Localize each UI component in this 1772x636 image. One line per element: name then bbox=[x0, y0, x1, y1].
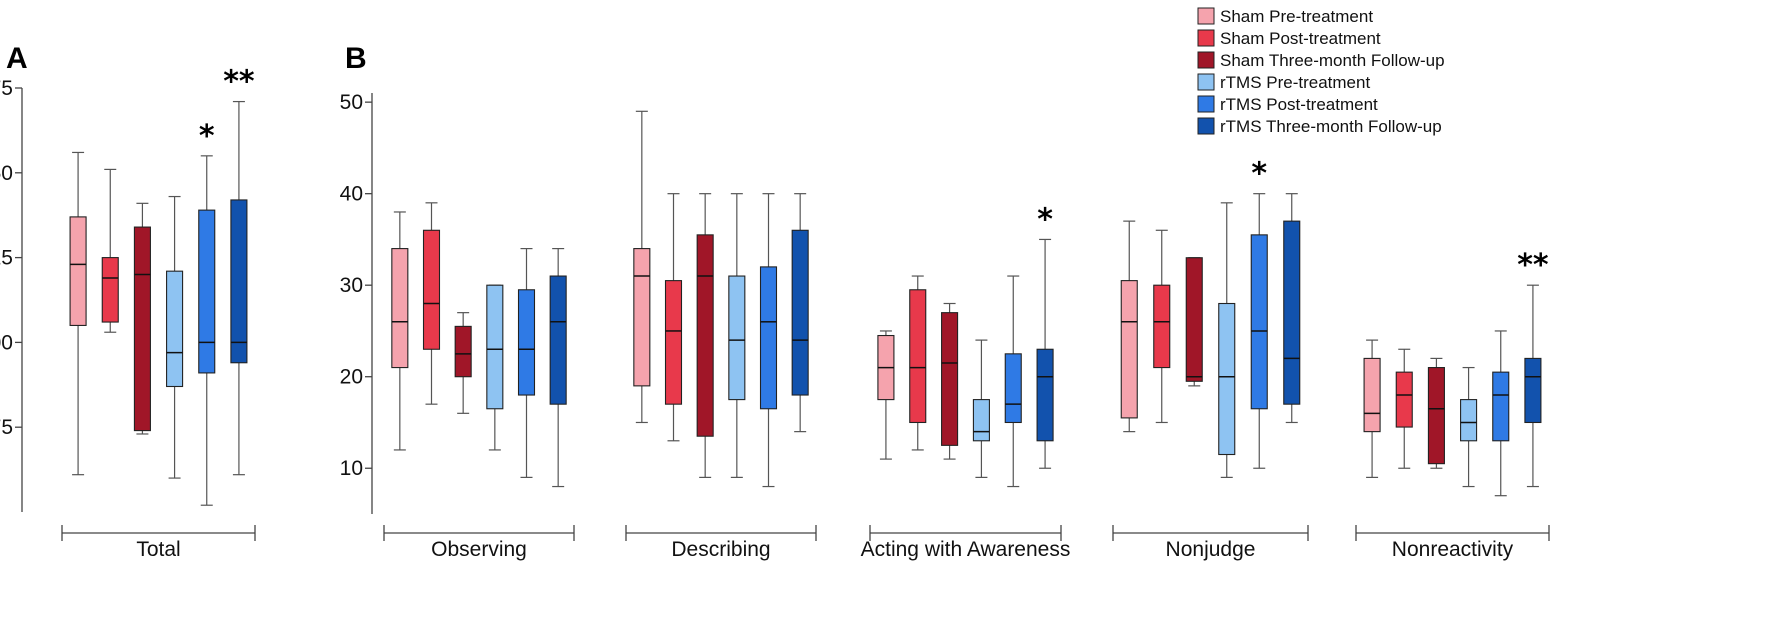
y-tick-label: 150 bbox=[0, 162, 13, 185]
box-sham-pre-treatment bbox=[1363, 357, 1381, 433]
y-tick-label: 100 bbox=[0, 331, 13, 354]
box-sham-pre-treatment bbox=[633, 248, 651, 387]
box-rtms-pre-treatment bbox=[166, 270, 184, 388]
box-rtms-post-treatment bbox=[1250, 234, 1268, 410]
box-rtms-post-treatment bbox=[1004, 353, 1022, 424]
significance-marker: ** bbox=[223, 65, 255, 100]
group-label: Describing bbox=[671, 538, 770, 561]
legend-label: rTMS Pre-treatment bbox=[1220, 73, 1370, 92]
box-sham-pre-treatment bbox=[391, 248, 409, 369]
significance-marker: * bbox=[1037, 202, 1053, 237]
group-label: Total bbox=[136, 538, 180, 561]
panel-b: 10 20 30 40 50 Observing Describing Acting with… bbox=[340, 91, 1550, 561]
box-rtms-pre-treatment bbox=[1460, 399, 1478, 442]
legend-swatch bbox=[1197, 73, 1215, 91]
box-sham-three-month-follow-up bbox=[941, 312, 959, 446]
y-tick-label: 20 bbox=[340, 366, 363, 389]
y-tick-label: 50 bbox=[340, 91, 363, 114]
box-rtms-three-month-follow-up bbox=[791, 229, 809, 396]
box-rtms-post-treatment bbox=[517, 289, 536, 396]
legend-label: Sham Post-treatment bbox=[1220, 29, 1381, 48]
legend-label: rTMS Post-treatment bbox=[1220, 95, 1378, 114]
box-sham-three-month-follow-up bbox=[454, 325, 472, 378]
legend-swatch bbox=[1197, 95, 1215, 113]
group-label: Nonreactivity bbox=[1392, 538, 1514, 561]
box-sham-pre-treatment bbox=[69, 216, 87, 326]
y-tick-label: 75 bbox=[0, 416, 13, 439]
box-sham-three-month-follow-up bbox=[1185, 257, 1203, 382]
box-sham-post-treatment bbox=[1153, 284, 1171, 369]
y-tick-label: 40 bbox=[340, 183, 363, 206]
box-sham-post-treatment bbox=[101, 257, 119, 323]
y-tick-label: 30 bbox=[340, 274, 363, 297]
panel-b-label: B bbox=[345, 42, 367, 75]
box-rtms-post-treatment bbox=[198, 209, 216, 374]
panel-a: 75 100 125 150 175 Total *** bbox=[0, 65, 256, 561]
box-sham-three-month-follow-up bbox=[696, 234, 714, 437]
box-sham-pre-treatment bbox=[1120, 280, 1138, 419]
legend-swatch bbox=[1197, 7, 1215, 25]
significance-marker: * bbox=[1251, 157, 1267, 192]
box-rtms-three-month-follow-up bbox=[230, 199, 248, 364]
group-label: Acting with Awareness bbox=[861, 538, 1071, 561]
box-sham-post-treatment bbox=[909, 289, 927, 424]
box-rtms-three-month-follow-up bbox=[1036, 348, 1054, 442]
legend-label: rTMS Three-month Follow-up bbox=[1220, 117, 1442, 136]
box-rtms-pre-treatment bbox=[1218, 302, 1236, 456]
box-rtms-pre-treatment bbox=[972, 399, 990, 442]
panel-a-label: A bbox=[6, 42, 28, 75]
legend-swatch bbox=[1197, 117, 1215, 135]
box-rtms-three-month-follow-up bbox=[1524, 357, 1542, 424]
legend-label: Sham Pre-treatment bbox=[1220, 7, 1373, 26]
box-rtms-pre-treatment bbox=[486, 284, 504, 410]
box-rtms-pre-treatment bbox=[728, 275, 746, 401]
box-rtms-three-month-follow-up bbox=[549, 275, 567, 405]
legend-label: Sham Three-month Follow-up bbox=[1220, 51, 1445, 70]
box-rtms-post-treatment bbox=[1492, 371, 1510, 442]
box-sham-post-treatment bbox=[422, 229, 441, 350]
significance-marker: * bbox=[199, 119, 215, 154]
legend-swatch bbox=[1197, 51, 1215, 69]
box-rtms-post-treatment bbox=[759, 266, 778, 410]
box-sham-three-month-follow-up bbox=[133, 226, 151, 432]
y-tick-label: 10 bbox=[340, 457, 363, 480]
box-sham-post-treatment bbox=[1395, 371, 1413, 428]
legend: Sham Pre-treatment Sham Post-treatment Sha… bbox=[1197, 7, 1445, 136]
group-label: Nonjudge bbox=[1166, 538, 1256, 561]
significance-marker: ** bbox=[1517, 248, 1549, 283]
box-rtms-three-month-follow-up bbox=[1283, 220, 1301, 405]
box-sham-three-month-follow-up bbox=[1427, 367, 1445, 465]
group-label: Observing bbox=[431, 538, 527, 561]
box-sham-post-treatment bbox=[664, 280, 683, 405]
y-tick-label: 175 bbox=[0, 77, 13, 100]
legend-swatch bbox=[1197, 29, 1215, 47]
y-tick-label: 125 bbox=[0, 247, 13, 270]
